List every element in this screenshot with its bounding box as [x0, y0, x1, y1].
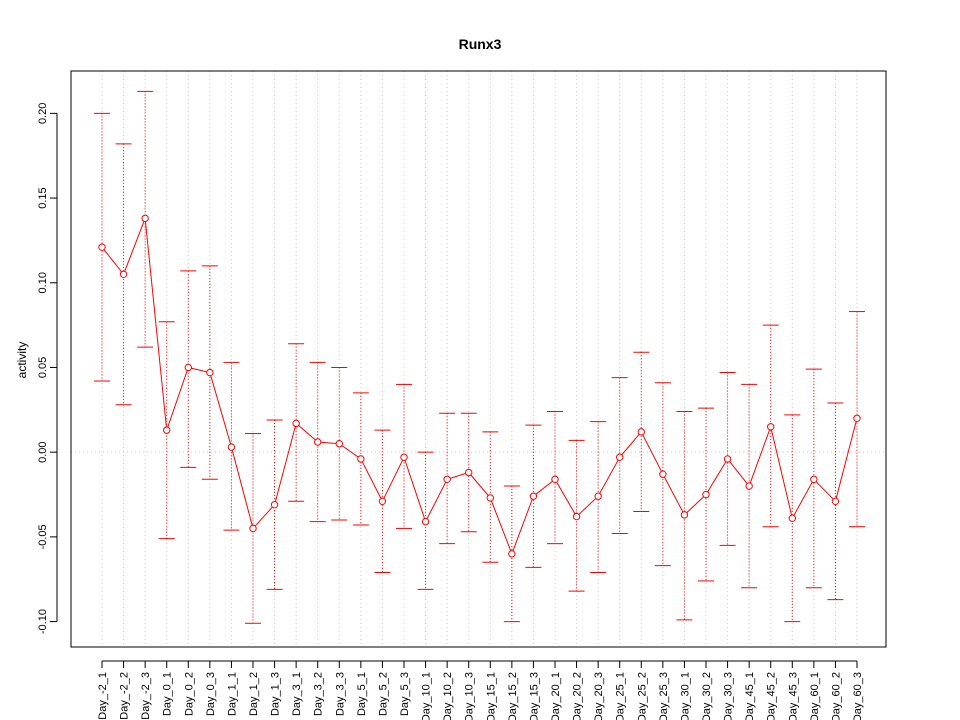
data-point: [206, 368, 214, 377]
data-point: [465, 468, 473, 477]
data-point: [184, 363, 192, 372]
y-tick-label: 0.10: [37, 272, 49, 293]
x-tick-label: Day_20_2: [572, 672, 584, 720]
data-point: [98, 243, 106, 251]
data-point: [572, 512, 581, 521]
data-point: [723, 455, 732, 463]
x-tick-label: Day_3_3: [334, 672, 346, 716]
x-tick-label: Day_60_1: [809, 672, 821, 720]
data-point: [508, 550, 516, 558]
x-tick-label: Day_10_2: [442, 672, 454, 720]
data-point: [702, 490, 710, 499]
x-tick-label: Day_0_1: [162, 672, 174, 716]
y-tick-label: 0.20: [37, 103, 49, 124]
x-tick-label: Day_3_1: [291, 672, 303, 716]
x-tick-label: Day_10_1: [421, 672, 433, 720]
x-tick-label: Day_15_1: [485, 672, 497, 720]
x-tick-label: Day_45_3: [787, 672, 799, 720]
x-tick-label: Day_30_2: [701, 672, 713, 720]
x-tick-label: Day_3_2: [313, 672, 325, 716]
data-point: [745, 482, 753, 490]
x-tick-label: Day_1_3: [270, 672, 282, 716]
x-tick-label: Day_0_3: [205, 672, 217, 716]
data-point: [270, 500, 279, 509]
x-tick-label: Day_30_1: [679, 672, 691, 720]
x-tick-label: Day_30_3: [723, 672, 735, 720]
data-point: [853, 414, 861, 422]
data-point: [421, 517, 430, 526]
data-point: [141, 214, 149, 223]
x-tick-label: Day_1_1: [226, 672, 238, 716]
data-point: [400, 453, 408, 461]
data-point: [227, 443, 236, 451]
data-point: [486, 494, 494, 502]
x-tick-label: Day_-2_3: [140, 672, 152, 720]
x-tick-label: Day_45_2: [766, 672, 778, 720]
x-tick-label: Day_20_1: [550, 672, 562, 720]
y-tick-label: -0.10: [37, 609, 49, 634]
data-point: [767, 423, 775, 431]
data-point: [443, 475, 451, 483]
x-tick-label: Day_5_1: [356, 672, 368, 716]
data-point: [810, 475, 818, 483]
x-tick-label: Day_25_2: [636, 672, 648, 720]
grid-lines: [71, 71, 886, 647]
data-point: [335, 440, 343, 448]
x-tick-label: Day_1_2: [248, 672, 260, 716]
x-tick-label: Day_60_3: [852, 672, 864, 720]
data-point: [788, 514, 796, 522]
x-tick-label: Day_15_2: [507, 672, 519, 720]
x-tick-label: Day_5_2: [377, 672, 389, 716]
data-point: [594, 492, 602, 500]
series-line: [101, 218, 858, 556]
series-activity: [94, 90, 865, 624]
x-tick-label: Day_0_2: [183, 672, 195, 716]
data-point: [292, 419, 300, 428]
y-tick-label: 0.05: [37, 357, 49, 378]
data-point: [357, 455, 365, 463]
x-tick-label: Day_5_3: [399, 672, 411, 716]
x-tick-label: Day_20_3: [593, 672, 605, 720]
x-tick-label: Day_25_3: [658, 672, 670, 720]
data-point: [680, 511, 689, 519]
y-tick-label: -0.05: [37, 524, 49, 549]
x-tick-label: Day_-2_1: [97, 672, 109, 720]
data-point: [163, 426, 171, 434]
x-tick-label: Day_60_2: [830, 672, 842, 720]
y-axis-label: activity: [15, 342, 29, 379]
data-point: [378, 497, 387, 506]
y-axis: -0.10 -0.05 0.00 0.05 0.10 0.15 0.20: [37, 103, 858, 668]
x-tick-label: Day_-2_2: [119, 672, 131, 720]
data-point: [529, 492, 538, 500]
chart-title: Runx3: [459, 36, 502, 52]
data-point: [249, 524, 257, 533]
x-tick-labels: Day_-2_1 Day_-2_2 Day_-2_3 Day_0_1 Day_0_2 Da…: [97, 672, 864, 720]
x-tick-label: Day_15_3: [528, 672, 540, 720]
data-point: [616, 453, 624, 461]
data-point: [314, 438, 322, 446]
plot-frame: [70, 70, 887, 648]
x-tick-label: Day_25_1: [615, 672, 627, 720]
y-tick-label: 0.00: [37, 441, 49, 462]
y-tick-label: 0.15: [37, 187, 49, 208]
x-tick-label: Day_45_1: [744, 672, 756, 720]
data-point: [637, 428, 645, 436]
data-point: [119, 270, 128, 278]
data-point: [551, 475, 559, 483]
x-tick-label: Day_10_3: [464, 672, 476, 720]
data-point: [831, 497, 840, 506]
data-point: [659, 470, 667, 478]
